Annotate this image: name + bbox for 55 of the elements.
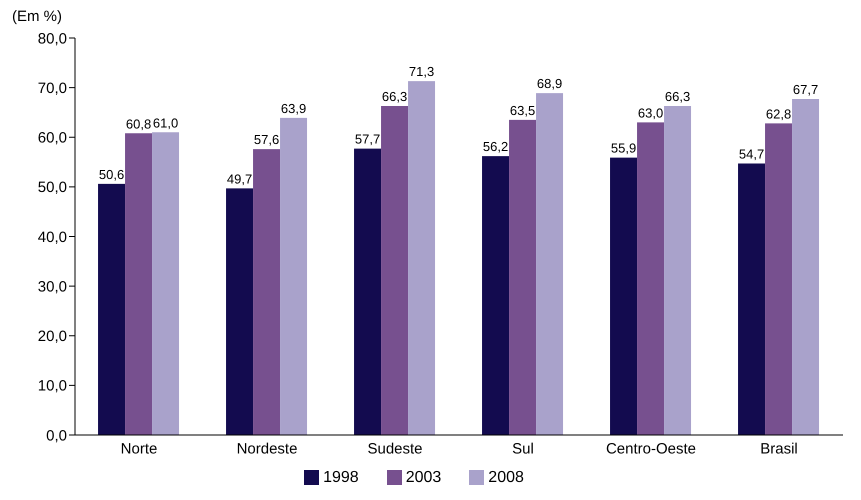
data-label: 60,8 bbox=[126, 116, 152, 132]
x-tick-label: Nordeste bbox=[236, 440, 298, 458]
x-tick-label: Sudeste bbox=[367, 440, 423, 458]
data-label: 67,7 bbox=[792, 82, 818, 98]
data-label: 56,2 bbox=[482, 139, 508, 154]
bar bbox=[536, 93, 564, 435]
data-label: 50,6 bbox=[98, 166, 124, 182]
legend-label: 2003 bbox=[406, 469, 442, 486]
data-label: 68,9 bbox=[536, 76, 562, 92]
bar bbox=[253, 149, 280, 435]
bar bbox=[152, 132, 180, 435]
bar bbox=[765, 123, 792, 435]
y-tick-label: 30,0 bbox=[38, 278, 67, 296]
data-label: 71,3 bbox=[408, 64, 434, 80]
x-tick-label: Brasil bbox=[760, 440, 798, 458]
data-label: 55,9 bbox=[610, 140, 636, 156]
legend-label: 2008 bbox=[488, 469, 524, 486]
data-label: 57,7 bbox=[354, 132, 380, 147]
bar bbox=[664, 106, 692, 435]
bar bbox=[98, 184, 126, 435]
data-label: 54,7 bbox=[738, 146, 764, 162]
bar bbox=[509, 120, 536, 435]
y-tick-label: 20,0 bbox=[38, 328, 67, 346]
legend-label: 1998 bbox=[323, 469, 359, 486]
data-label: 66,3 bbox=[664, 88, 690, 104]
bar bbox=[482, 156, 510, 435]
y-axis-title: (Em %) bbox=[12, 8, 62, 25]
x-tick-label: Sul bbox=[512, 440, 534, 458]
data-label: 63,9 bbox=[280, 100, 306, 116]
bar bbox=[381, 106, 408, 435]
data-label: 63,0 bbox=[638, 105, 664, 120]
y-tick-label: 0,0 bbox=[46, 427, 67, 444]
y-tick-label: 70,0 bbox=[38, 80, 67, 97]
bar bbox=[226, 188, 254, 435]
data-label: 63,5 bbox=[510, 102, 536, 118]
bar bbox=[354, 148, 382, 435]
bar bbox=[280, 118, 308, 435]
data-label: 49,7 bbox=[226, 171, 252, 186]
y-tick-label: 80,0 bbox=[38, 30, 67, 48]
x-tick-label: Centro-Oeste bbox=[606, 440, 696, 458]
bar bbox=[637, 122, 664, 435]
data-label: 61,0 bbox=[152, 115, 178, 130]
y-tick-label: 10,0 bbox=[38, 378, 67, 395]
data-label: 66,3 bbox=[382, 88, 408, 104]
y-tick-label: 40,0 bbox=[38, 228, 67, 246]
x-tick-label: Norte bbox=[120, 440, 158, 458]
bar bbox=[408, 81, 436, 435]
bar bbox=[792, 99, 820, 435]
bar bbox=[738, 164, 766, 435]
y-tick-label: 50,0 bbox=[38, 179, 67, 196]
bar bbox=[125, 133, 152, 435]
data-label: 62,8 bbox=[766, 106, 792, 122]
data-label: 57,6 bbox=[254, 132, 280, 148]
bar bbox=[610, 158, 638, 435]
y-tick-label: 60,0 bbox=[38, 130, 67, 147]
